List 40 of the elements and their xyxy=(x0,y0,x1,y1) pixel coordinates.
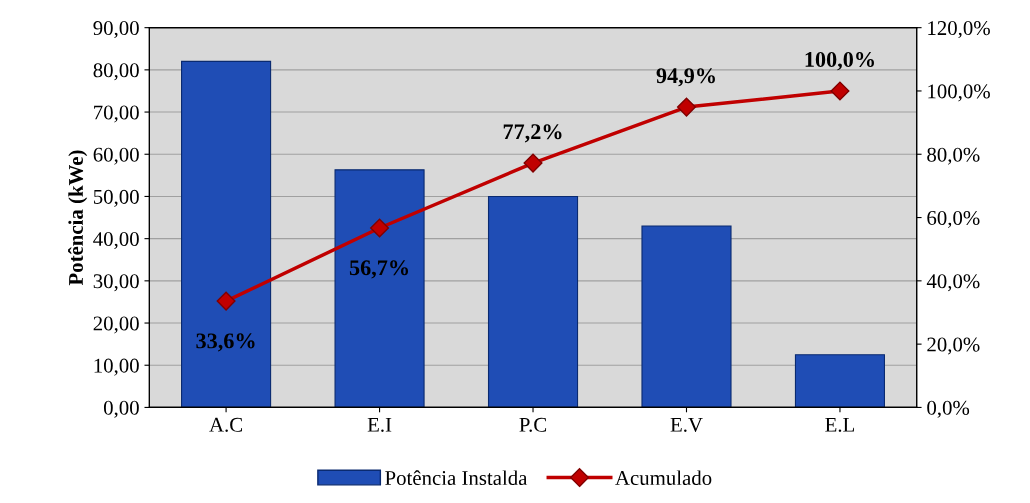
data-label: 77,2% xyxy=(503,124,562,143)
y2-tick-label: 80,0% xyxy=(927,147,980,165)
y-tick-label: 30,00 xyxy=(93,274,139,292)
legend-label: Potência Instalda xyxy=(385,470,528,486)
bar xyxy=(794,354,886,408)
y2-tick-label: 20,0% xyxy=(927,337,980,355)
y-axis-title: Potência (kWe) xyxy=(68,150,88,286)
y-tick-label: 40,00 xyxy=(93,232,139,250)
data-label: 33,6% xyxy=(196,333,255,352)
y-tick-label: 10,00 xyxy=(94,358,139,376)
bar xyxy=(487,195,579,408)
y-tick-label: 70,00 xyxy=(94,105,139,123)
x-tick-label: E.I xyxy=(367,417,392,432)
legend-label: Acumulado xyxy=(615,470,712,486)
y2-tick-label: 40,0% xyxy=(926,274,980,292)
y-tick-label: 80,00 xyxy=(93,63,139,81)
bar xyxy=(334,169,425,408)
point xyxy=(523,153,543,173)
x-tick-label: A.C xyxy=(209,417,243,432)
y-tick-label: 60,00 xyxy=(93,147,139,165)
point xyxy=(370,218,390,238)
y2-tick-label: 120,0% xyxy=(928,21,990,39)
y2-tick-label: 100,0% xyxy=(928,84,990,102)
x-tick-label: E.L xyxy=(825,417,855,432)
x-tick-label: E.V xyxy=(670,417,703,432)
y-tick-label: 90,00 xyxy=(93,21,139,39)
y-tick-label: 0,00 xyxy=(103,400,139,418)
point xyxy=(216,291,236,311)
bar xyxy=(641,225,732,408)
y-tick-label: 20,00 xyxy=(93,316,139,334)
y-tick-label: 50,00 xyxy=(93,189,139,207)
point xyxy=(676,97,697,117)
data-label: 100,0% xyxy=(805,52,874,71)
point xyxy=(830,81,850,101)
data-label: 56,7% xyxy=(349,260,409,279)
data-label: 94,9% xyxy=(656,68,715,87)
y2-tick-label: 60,0% xyxy=(927,210,980,228)
x-tick-label: P.C xyxy=(519,417,547,432)
y2-tick-label: 0,0% xyxy=(927,400,970,418)
bar xyxy=(181,60,272,408)
